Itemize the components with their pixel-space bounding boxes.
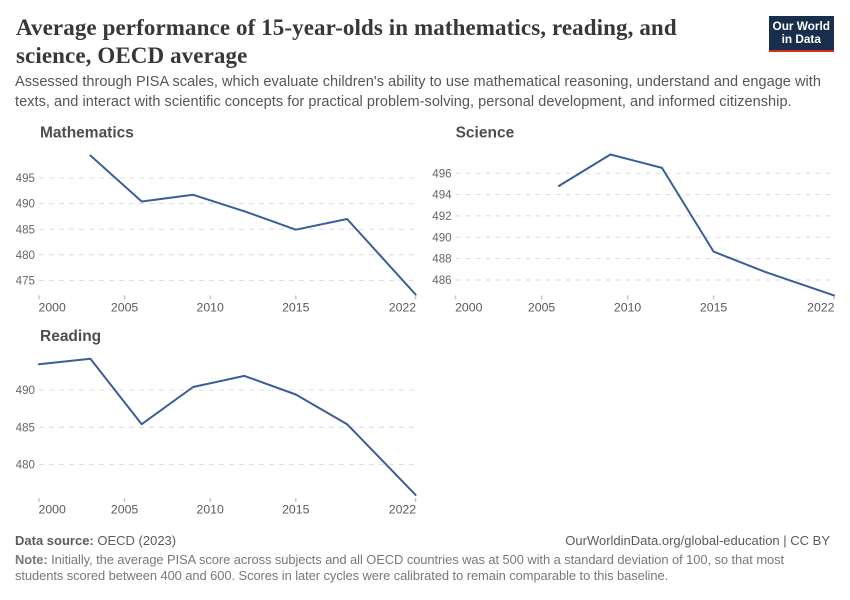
svg-text:2000: 2000 <box>39 301 67 315</box>
svg-text:2022: 2022 <box>389 301 417 315</box>
svg-text:488: 488 <box>432 253 451 266</box>
svg-text:492: 492 <box>432 210 451 223</box>
svg-text:480: 480 <box>16 459 35 472</box>
svg-text:2005: 2005 <box>528 301 556 315</box>
svg-text:2015: 2015 <box>700 301 728 315</box>
svg-text:480: 480 <box>16 249 35 262</box>
svg-text:490: 490 <box>432 231 451 244</box>
svg-text:495: 495 <box>16 172 35 185</box>
svg-text:Science: Science <box>456 125 515 142</box>
svg-text:485: 485 <box>16 223 35 236</box>
svg-text:2010: 2010 <box>197 301 225 315</box>
svg-text:2000: 2000 <box>455 301 483 315</box>
svg-text:475: 475 <box>16 275 35 288</box>
svg-text:2022: 2022 <box>389 503 417 517</box>
svg-text:2015: 2015 <box>282 503 310 517</box>
svg-text:490: 490 <box>16 384 35 397</box>
svg-text:2010: 2010 <box>197 503 225 517</box>
svg-text:2005: 2005 <box>111 301 139 315</box>
svg-text:Reading: Reading <box>40 328 101 345</box>
svg-text:486: 486 <box>432 274 451 287</box>
svg-text:2010: 2010 <box>614 301 642 315</box>
svg-text:490: 490 <box>16 198 35 211</box>
svg-text:2015: 2015 <box>282 301 310 315</box>
svg-text:2022: 2022 <box>807 301 835 315</box>
svg-text:485: 485 <box>16 421 35 434</box>
svg-text:494: 494 <box>432 189 452 202</box>
svg-text:Mathematics: Mathematics <box>40 125 134 142</box>
svg-text:2005: 2005 <box>111 503 139 517</box>
svg-text:2000: 2000 <box>39 503 67 517</box>
svg-text:496: 496 <box>432 167 451 180</box>
